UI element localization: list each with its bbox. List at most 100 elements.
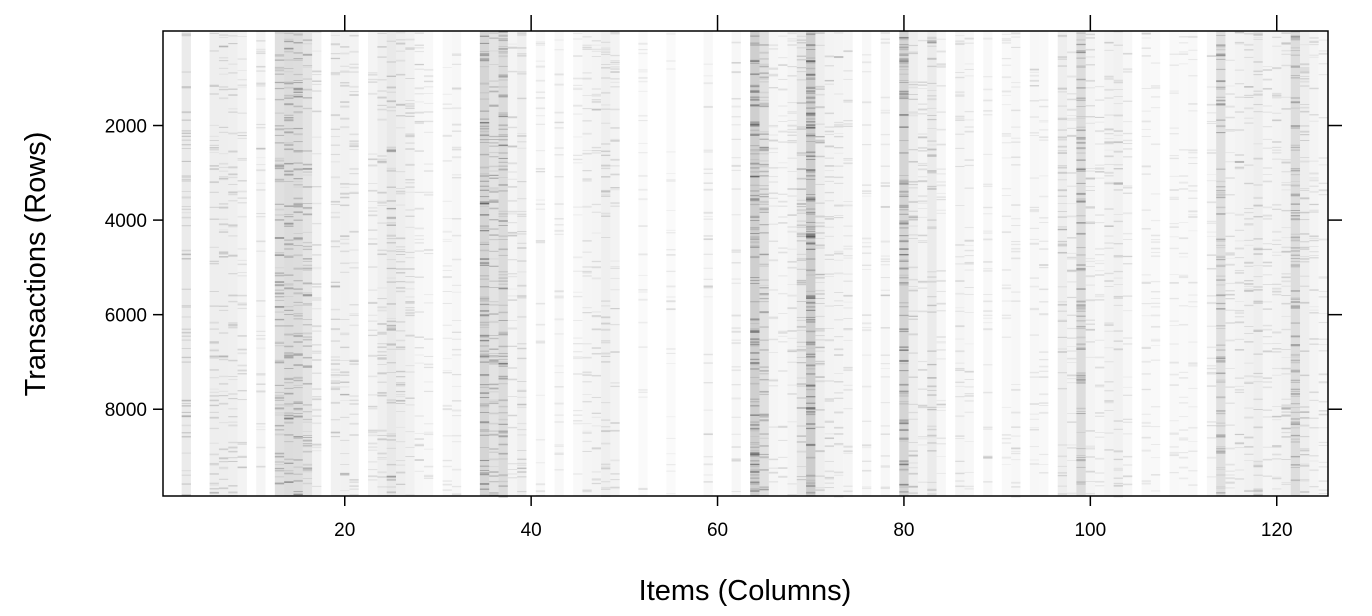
transaction-mark xyxy=(284,421,294,424)
transaction-mark xyxy=(507,199,518,202)
transaction-mark xyxy=(1225,161,1235,163)
transaction-mark xyxy=(1039,313,1049,314)
transaction-mark xyxy=(815,489,825,492)
transaction-mark xyxy=(302,437,313,438)
transaction-mark xyxy=(1253,94,1263,96)
transaction-mark xyxy=(479,66,490,68)
transaction-mark xyxy=(601,191,611,193)
transaction-mark xyxy=(181,474,191,476)
transaction-mark xyxy=(964,239,974,242)
transaction-mark xyxy=(479,326,490,328)
transaction-mark xyxy=(582,178,592,180)
transaction-mark xyxy=(293,93,303,95)
transaction-mark xyxy=(1206,425,1217,427)
transaction-mark xyxy=(330,374,341,376)
transaction-mark xyxy=(535,44,546,46)
transaction-mark xyxy=(1272,283,1282,285)
item-column-shade xyxy=(218,31,229,496)
transaction-mark xyxy=(862,237,872,240)
transaction-mark xyxy=(955,367,965,370)
transaction-mark xyxy=(1076,201,1086,203)
transaction-mark xyxy=(489,399,499,401)
transaction-mark xyxy=(908,403,918,406)
transaction-mark xyxy=(1113,150,1123,152)
transaction-mark xyxy=(601,150,611,153)
transaction-mark xyxy=(824,216,835,218)
transaction-mark xyxy=(1141,360,1151,363)
transaction-mark xyxy=(638,291,648,293)
transaction-mark xyxy=(601,305,611,307)
transaction-mark xyxy=(638,396,648,398)
transaction-mark xyxy=(1001,133,1012,135)
transaction-mark xyxy=(1272,149,1282,152)
transaction-mark xyxy=(284,173,294,176)
transaction-mark xyxy=(1290,218,1301,220)
transaction-mark xyxy=(517,181,527,183)
transaction-mark xyxy=(517,343,527,345)
transaction-mark xyxy=(209,463,219,466)
transaction-mark xyxy=(806,388,816,391)
transaction-mark xyxy=(917,84,928,86)
transaction-mark xyxy=(1281,108,1291,110)
transaction-mark xyxy=(899,58,909,60)
transaction-mark xyxy=(293,133,303,136)
transaction-mark xyxy=(312,186,322,188)
transaction-mark xyxy=(423,80,434,83)
transaction-mark xyxy=(908,52,918,55)
transaction-mark xyxy=(936,38,946,40)
item-column-125 xyxy=(1318,39,1328,495)
transaction-mark xyxy=(908,86,918,89)
transaction-mark xyxy=(796,59,807,61)
transaction-mark xyxy=(759,201,769,204)
transaction-mark xyxy=(1253,90,1263,92)
transaction-mark xyxy=(1001,33,1012,35)
transaction-mark xyxy=(377,359,387,360)
transaction-mark xyxy=(1113,182,1123,185)
transaction-mark xyxy=(927,65,937,68)
transaction-mark xyxy=(1029,69,1040,71)
transaction-mark xyxy=(498,220,508,222)
transaction-mark xyxy=(1057,244,1068,246)
transaction-mark xyxy=(1067,117,1077,119)
transaction-mark xyxy=(750,358,760,361)
transaction-mark xyxy=(1011,36,1021,38)
transaction-mark xyxy=(1300,406,1310,407)
transaction-mark xyxy=(591,95,602,97)
transaction-mark xyxy=(927,364,937,366)
transaction-mark xyxy=(442,107,452,110)
transaction-mark xyxy=(815,106,825,108)
transaction-mark xyxy=(1281,49,1291,52)
transaction-mark xyxy=(489,145,499,147)
transaction-mark xyxy=(601,195,611,197)
transaction-mark xyxy=(312,359,322,361)
transaction-mark xyxy=(1309,246,1319,247)
transaction-mark xyxy=(302,467,313,469)
transaction-mark xyxy=(1095,472,1105,474)
transaction-mark xyxy=(479,405,490,406)
transaction-mark xyxy=(927,170,937,172)
transaction-mark xyxy=(312,74,322,76)
transaction-mark xyxy=(209,168,219,171)
transaction-mark xyxy=(1253,460,1263,463)
transaction-mark xyxy=(340,464,350,465)
transaction-mark xyxy=(284,274,294,276)
transaction-mark xyxy=(880,294,890,297)
transaction-mark xyxy=(498,139,508,141)
transaction-mark xyxy=(284,170,294,173)
transaction-mark xyxy=(340,250,350,253)
transaction-mark xyxy=(666,151,676,153)
transaction-mark xyxy=(330,435,341,438)
transaction-mark xyxy=(731,72,741,74)
transaction-mark xyxy=(1057,228,1068,231)
transaction-mark xyxy=(1141,32,1151,34)
transaction-mark xyxy=(1290,344,1301,347)
transaction-mark xyxy=(1001,135,1012,137)
transaction-mark xyxy=(349,63,359,65)
transaction-mark xyxy=(1067,127,1077,129)
transaction-mark xyxy=(181,339,191,341)
transaction-mark xyxy=(908,492,918,494)
transaction-mark xyxy=(498,48,508,50)
transaction-mark xyxy=(1057,35,1068,38)
transaction-mark xyxy=(1309,239,1319,241)
transaction-mark xyxy=(1011,46,1021,48)
